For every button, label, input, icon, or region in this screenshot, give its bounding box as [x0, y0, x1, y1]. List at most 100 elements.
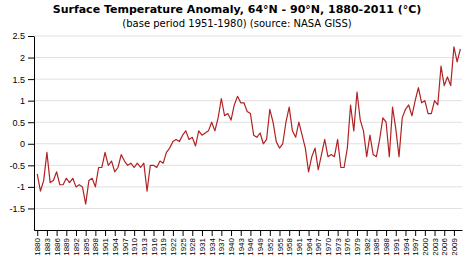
- series-group: [37, 47, 460, 204]
- x-tick: 1982: [363, 230, 372, 256]
- x-tick: 1940: [227, 230, 236, 256]
- y-tick-mark: [28, 144, 34, 145]
- x-tick: 1946: [246, 230, 255, 256]
- x-tick-mark: [347, 230, 348, 236]
- x-tick: 2003: [431, 230, 440, 256]
- grid-line: [34, 122, 462, 123]
- x-tick: 1994: [402, 230, 411, 256]
- y-tick-mark: [28, 187, 34, 188]
- x-tick-mark: [134, 230, 135, 236]
- x-tick-label: 1922: [169, 237, 178, 255]
- x-tick-label: 2009: [450, 237, 459, 255]
- x-tick-mark: [202, 230, 203, 236]
- x-tick-label: 1955: [276, 237, 285, 255]
- x-tick-mark: [279, 230, 280, 236]
- x-tick-mark: [66, 230, 67, 236]
- y-tick-label: -1.5: [9, 204, 25, 214]
- x-tick-mark: [386, 230, 387, 236]
- x-tick: 1988: [382, 230, 391, 256]
- x-tick-mark: [212, 230, 213, 236]
- x-tick-label: 1982: [363, 237, 372, 255]
- x-tick-mark: [163, 230, 164, 236]
- x-tick: 2009: [450, 230, 459, 256]
- x-tick-label: 1958: [285, 237, 294, 255]
- x-tick-label: 1898: [91, 237, 100, 255]
- x-tick: 1985: [372, 230, 381, 256]
- x-tick-label: 1901: [101, 237, 110, 255]
- x-tick-mark: [76, 230, 77, 236]
- x-tick: 1880: [33, 230, 42, 256]
- x-tick-label: 1988: [382, 237, 391, 255]
- x-tick: 1991: [392, 230, 401, 256]
- grid-line: [34, 100, 462, 101]
- x-tick: 1976: [343, 230, 352, 256]
- x-tick-label: 1937: [217, 237, 226, 255]
- x-tick-mark: [415, 230, 416, 236]
- x-tick: 1922: [169, 230, 178, 256]
- x-tick-mark: [357, 230, 358, 236]
- x-tick: 1919: [159, 230, 168, 256]
- x-tick: 1910: [130, 230, 139, 256]
- x-tick: 1931: [198, 230, 207, 256]
- x-tick-label: 1892: [72, 237, 81, 255]
- grid: [34, 36, 462, 208]
- x-tick: 1955: [276, 230, 285, 256]
- x-tick: 1892: [72, 230, 81, 256]
- chart: Surface Temperature Anomaly, 64°N - 90°N…: [0, 0, 474, 262]
- x-tick-label: 1946: [246, 237, 255, 255]
- x-tick-label: 1883: [43, 237, 52, 255]
- grid-line: [34, 57, 462, 58]
- y-tick-mark: [28, 58, 34, 59]
- x-tick: 2006: [440, 230, 449, 256]
- x-tick-label: 2003: [431, 237, 440, 255]
- x-tick-mark: [86, 230, 87, 236]
- x-tick-label: 1970: [324, 237, 333, 255]
- x-tick-mark: [299, 230, 300, 236]
- x-tick: 1886: [53, 230, 62, 256]
- y-axis-line: [34, 37, 35, 231]
- y-tick-label: -1: [17, 182, 25, 192]
- x-tick-mark: [231, 230, 232, 236]
- y-tick: 0: [20, 139, 34, 149]
- x-tick: 1889: [62, 230, 71, 256]
- x-tick-mark: [289, 230, 290, 236]
- x-tick-label: 1976: [343, 237, 352, 255]
- y-tick-mark: [28, 79, 34, 80]
- y-tick-label: 1.5: [12, 74, 25, 84]
- x-tick: 1901: [101, 230, 110, 256]
- x-tick-label: 2006: [440, 237, 449, 255]
- x-tick-label: 1943: [237, 237, 246, 255]
- x-tick-mark: [396, 230, 397, 236]
- x-tick: 1949: [256, 230, 265, 256]
- x-tick-mark: [435, 230, 436, 236]
- y-axis: -1.5-1-0.500.511.522.5: [9, 31, 34, 230]
- y-tick: 0.5: [12, 118, 34, 128]
- y-tick-label: -0.5: [9, 161, 25, 171]
- x-tick: 1883: [43, 230, 52, 256]
- x-tick-mark: [95, 230, 96, 236]
- x-tick-mark: [57, 230, 58, 236]
- x-tick-mark: [37, 230, 38, 236]
- x-tick: 1898: [91, 230, 100, 256]
- x-tick-label: 1967: [314, 237, 323, 255]
- y-tick-label: 2: [20, 53, 25, 63]
- x-tick-mark: [444, 230, 445, 236]
- y-tick-mark: [28, 36, 34, 37]
- x-tick-mark: [124, 230, 125, 236]
- x-tick-mark: [405, 230, 406, 236]
- x-tick: 1934: [208, 230, 217, 256]
- y-tick: 2: [20, 53, 34, 63]
- x-tick-mark: [376, 230, 377, 236]
- x-tick-mark: [367, 230, 368, 236]
- x-tick-label: 1949: [256, 237, 265, 255]
- grid-line: [34, 165, 462, 166]
- x-tick-mark: [454, 230, 455, 236]
- x-tick: 1973: [334, 230, 343, 256]
- y-tick-mark: [28, 101, 34, 102]
- x-tick-mark: [183, 230, 184, 236]
- x-tick-mark: [105, 230, 106, 236]
- x-tick-label: 1895: [82, 237, 91, 255]
- y-tick: -0.5: [9, 161, 34, 171]
- x-tick-mark: [309, 230, 310, 236]
- x-tick: 1937: [217, 230, 226, 256]
